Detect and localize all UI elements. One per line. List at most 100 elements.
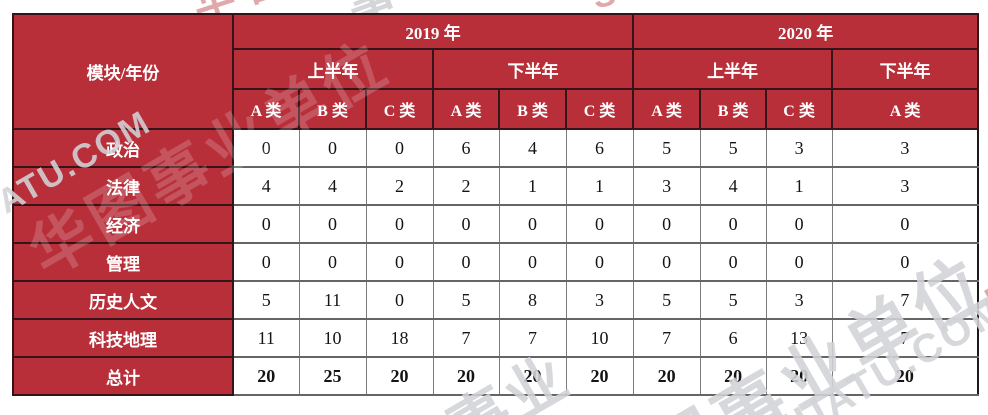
data-cell: 0 xyxy=(632,242,701,282)
cat-header: A 类 xyxy=(632,88,702,130)
cat-header: C 类 xyxy=(765,88,834,130)
data-cell: 0 xyxy=(565,242,634,282)
half-header-2019-h2: 下半年 xyxy=(431,48,635,90)
data-cell: 0 xyxy=(365,280,434,320)
table-row-management: 管理 0 0 0 0 0 0 0 0 0 0 xyxy=(12,242,979,282)
cat-header: B 类 xyxy=(298,88,367,130)
data-cell: 10 xyxy=(565,318,634,358)
data-cell: 20 xyxy=(831,356,979,396)
data-cell: 2 xyxy=(432,166,500,206)
data-cell: 0 xyxy=(232,128,300,168)
data-cell: 20 xyxy=(365,356,434,396)
cat-header: C 类 xyxy=(365,88,434,130)
row-label-science-geography: 科技地理 xyxy=(12,318,234,358)
data-cell: 7 xyxy=(498,318,567,358)
data-cell: 0 xyxy=(298,242,367,282)
data-cell: 25 xyxy=(298,356,367,396)
data-cell: 20 xyxy=(765,356,833,396)
year-header-row: 模块/年份 2019 年 2020 年 xyxy=(12,13,980,130)
data-cell: 3 xyxy=(565,280,634,320)
data-cell: 0 xyxy=(298,204,367,244)
row-label-total: 总计 xyxy=(12,356,234,396)
data-cell: 5 xyxy=(632,280,701,320)
data-cell: 0 xyxy=(498,242,567,282)
data-cell: 0 xyxy=(765,204,833,244)
data-cell: 0 xyxy=(232,242,300,282)
row-label-history-humanities: 历史人文 xyxy=(12,280,234,320)
data-cell: 6 xyxy=(699,318,767,358)
data-cell: 5 xyxy=(632,128,701,168)
table-row-science-geography: 科技地理 11 10 18 7 7 10 7 6 13 7 xyxy=(12,318,979,358)
table-row-total: 总计 20 25 20 20 20 20 20 20 20 20 xyxy=(12,356,979,396)
data-cell: 0 xyxy=(765,242,833,282)
data-cell: 0 xyxy=(565,204,634,244)
data-cell: 0 xyxy=(365,128,434,168)
data-cell: 6 xyxy=(565,128,634,168)
data-cell: 5 xyxy=(699,280,767,320)
data-cell: 11 xyxy=(232,318,300,358)
category-header-row: A 类 B 类 C 类 A 类 B 类 C 类 A 类 B 类 C 类 A 类 xyxy=(13,88,980,130)
data-cell: 3 xyxy=(765,280,833,320)
data-cell: 0 xyxy=(699,242,767,282)
data-cell: 10 xyxy=(298,318,367,358)
data-cell: 7 xyxy=(632,318,701,358)
row-label-economics: 经济 xyxy=(12,204,234,244)
data-cell: 5 xyxy=(232,280,300,320)
half-header-2019-h1: 上半年 xyxy=(232,48,434,90)
data-cell: 7 xyxy=(432,318,500,358)
cat-header: B 类 xyxy=(498,88,567,130)
data-cell: 11 xyxy=(298,280,367,320)
data-cell: 8 xyxy=(498,280,567,320)
data-cell: 7 xyxy=(831,318,979,358)
data-cell: 3 xyxy=(831,128,979,168)
cat-header: A 类 xyxy=(831,88,980,130)
table-row-economics: 经济 0 0 0 0 0 0 0 0 0 0 xyxy=(12,204,979,244)
data-cell: 0 xyxy=(632,204,701,244)
data-cell: 6 xyxy=(432,128,500,168)
data-cell: 3 xyxy=(765,128,833,168)
half-header-2020-h2: 下半年 xyxy=(831,48,980,90)
data-cell: 0 xyxy=(432,242,500,282)
data-cell: 1 xyxy=(765,166,833,206)
data-cell: 20 xyxy=(699,356,767,396)
data-cell: 0 xyxy=(232,204,300,244)
row-label-management: 管理 xyxy=(12,242,234,282)
half-year-header-row: 上半年 下半年 上半年 下半年 xyxy=(13,48,980,90)
data-cell: 4 xyxy=(699,166,767,206)
data-cell: 20 xyxy=(232,356,300,396)
table-row-history-humanities: 历史人文 5 11 0 5 8 3 5 5 3 7 xyxy=(12,280,979,320)
cat-header: A 类 xyxy=(232,88,300,130)
table-row-politics: 政治 0 0 0 6 4 6 5 5 3 3 xyxy=(12,128,979,168)
data-cell: 0 xyxy=(831,242,979,282)
data-cell: 20 xyxy=(565,356,634,396)
row-label-politics: 政治 xyxy=(12,128,234,168)
data-cell: 4 xyxy=(232,166,300,206)
data-cell: 1 xyxy=(498,166,567,206)
data-cell: 2 xyxy=(365,166,434,206)
data-cell: 5 xyxy=(432,280,500,320)
data-cell: 20 xyxy=(432,356,500,396)
data-cell: 0 xyxy=(365,204,434,244)
year-header-2020: 2020 年 xyxy=(632,13,980,50)
data-cell: 20 xyxy=(498,356,567,396)
year-header-2019: 2019 年 xyxy=(231,13,635,50)
data-cell: 7 xyxy=(831,280,979,320)
data-cell: 0 xyxy=(365,242,434,282)
data-cell: 20 xyxy=(632,356,701,396)
data-cell: 0 xyxy=(432,204,500,244)
module-year-table: 模块/年份 2019 年 2020 年 上半年 下半年 上半年 下半年 A 类 … xyxy=(12,13,980,396)
data-cell: 3 xyxy=(831,166,979,206)
data-cell: 0 xyxy=(298,128,367,168)
data-cell: 13 xyxy=(765,318,833,358)
data-cell: 5 xyxy=(699,128,767,168)
cat-header: A 类 xyxy=(432,88,500,130)
data-cell: 0 xyxy=(831,204,979,244)
half-header-2020-h1: 上半年 xyxy=(632,48,834,90)
data-cell: 1 xyxy=(565,166,634,206)
data-cell: 4 xyxy=(298,166,367,206)
cat-header: B 类 xyxy=(699,88,768,130)
cat-header: C 类 xyxy=(564,88,635,130)
table-row-law: 法律 4 4 2 2 1 1 3 4 1 3 xyxy=(12,166,979,206)
corner-header: 模块/年份 xyxy=(12,13,234,130)
